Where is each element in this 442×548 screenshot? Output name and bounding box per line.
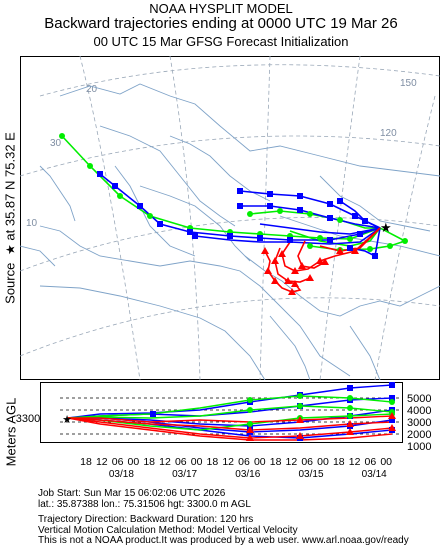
profile-date-ticks: 03/18 03/17 03/16 03/15 03/14 bbox=[109, 469, 387, 480]
map-graticule bbox=[20, 56, 440, 380]
y-tick-3000: 3000 bbox=[407, 417, 431, 429]
hour-tick: 06 bbox=[301, 456, 313, 468]
hour-tick: 12 bbox=[159, 456, 171, 468]
date-tick: 03/15 bbox=[298, 469, 323, 480]
trajectory-map: 20 30 10 120 150 bbox=[20, 56, 440, 380]
source-label-panel: Source ★ at 35.87 N 75.32 E bbox=[0, 56, 20, 380]
job-start: Job Start: Sun Mar 15 06:02:06 UTC 2026 bbox=[38, 488, 226, 499]
hour-tick: 06 bbox=[175, 456, 187, 468]
y-tick-1000: 1000 bbox=[407, 441, 431, 453]
start-height-label: 3300 bbox=[16, 413, 40, 425]
vertical-method-line: Vertical Motion Calculation Method: Mode… bbox=[38, 524, 298, 536]
grid-labels: 20 30 10 120 150 bbox=[26, 78, 417, 229]
profile-markers bbox=[150, 382, 396, 441]
disclaimer-line: This is not a NOAA product.It was produc… bbox=[38, 535, 409, 546]
date-tick: 03/14 bbox=[362, 469, 387, 480]
y-tick-4000: 4000 bbox=[407, 405, 431, 417]
hour-tick: 18 bbox=[333, 456, 345, 468]
grid-label-30: 30 bbox=[50, 138, 62, 149]
coords-line: lat.: 35.87388 lon.: 75.31506 hgt: 3300.… bbox=[38, 498, 251, 510]
title-line-1: NOAA HYSPLIT MODEL bbox=[149, 1, 293, 16]
source-word: Source bbox=[2, 262, 18, 304]
profile-lines bbox=[67, 384, 393, 441]
date-tick: 03/17 bbox=[172, 469, 197, 480]
hour-tick: 18 bbox=[80, 456, 92, 468]
grid-label-150: 150 bbox=[400, 78, 417, 89]
hour-tick: 00 bbox=[191, 456, 203, 468]
source-star-icon: ★ bbox=[380, 220, 392, 235]
hour-tick: 12 bbox=[96, 456, 108, 468]
date-tick: 03/18 bbox=[109, 469, 134, 480]
source-at: at bbox=[2, 229, 18, 241]
hour-tick: 18 bbox=[207, 456, 219, 468]
hour-tick: 12 bbox=[222, 456, 234, 468]
hour-tick: 00 bbox=[317, 456, 329, 468]
source-lon: 75.32 E bbox=[2, 132, 18, 177]
hour-tick: 00 bbox=[128, 456, 140, 468]
direction-line: Trajectory Direction: Backward Duration:… bbox=[38, 514, 254, 525]
hour-tick: 06 bbox=[365, 456, 377, 468]
map-frame bbox=[20, 56, 440, 380]
grid-label-120: 120 bbox=[380, 128, 397, 139]
title-line-3: 00 UTC 15 Mar GFSG Forecast Initializati… bbox=[93, 34, 349, 49]
grid-label-10: 10 bbox=[26, 218, 38, 229]
hour-tick: 06 bbox=[238, 456, 250, 468]
hour-tick: 12 bbox=[349, 456, 361, 468]
hour-tick: 06 bbox=[112, 456, 124, 468]
vertical-profile-chart: ★ 3300 5000 4000 3000 2000 1000 18 12 06 00… bbox=[16, 382, 431, 480]
hour-tick: 18 bbox=[143, 456, 155, 468]
source-lat: 35.87 N bbox=[2, 180, 18, 227]
run-info-panel: Job Start: Sun Mar 15 06:02:06 UTC 2026 … bbox=[38, 488, 442, 547]
title-line-2: Backward trajectories ending at 0000 UTC… bbox=[44, 15, 398, 32]
y-tick-2000: 2000 bbox=[407, 429, 431, 441]
hour-tick: 00 bbox=[380, 456, 392, 468]
profile-star-icon: ★ bbox=[62, 414, 72, 426]
y-tick-5000: 5000 bbox=[407, 393, 431, 405]
date-tick: 03/16 bbox=[235, 469, 260, 480]
star-icon: ★ bbox=[3, 244, 18, 256]
hour-tick: 00 bbox=[254, 456, 266, 468]
source-label: Source ★ at 35.87 N 75.32 E bbox=[3, 132, 18, 304]
trajectory-markers bbox=[59, 133, 408, 295]
grid-label-20: 20 bbox=[86, 84, 98, 95]
hour-tick: 12 bbox=[286, 456, 298, 468]
profile-hour-ticks: 18 12 06 00 18 12 06 00 18 12 06 00 18 12 06 00 18 12 06 00 bbox=[80, 456, 392, 468]
hour-tick: 18 bbox=[270, 456, 282, 468]
profile-y-ticks: 5000 4000 3000 2000 1000 bbox=[407, 393, 431, 453]
